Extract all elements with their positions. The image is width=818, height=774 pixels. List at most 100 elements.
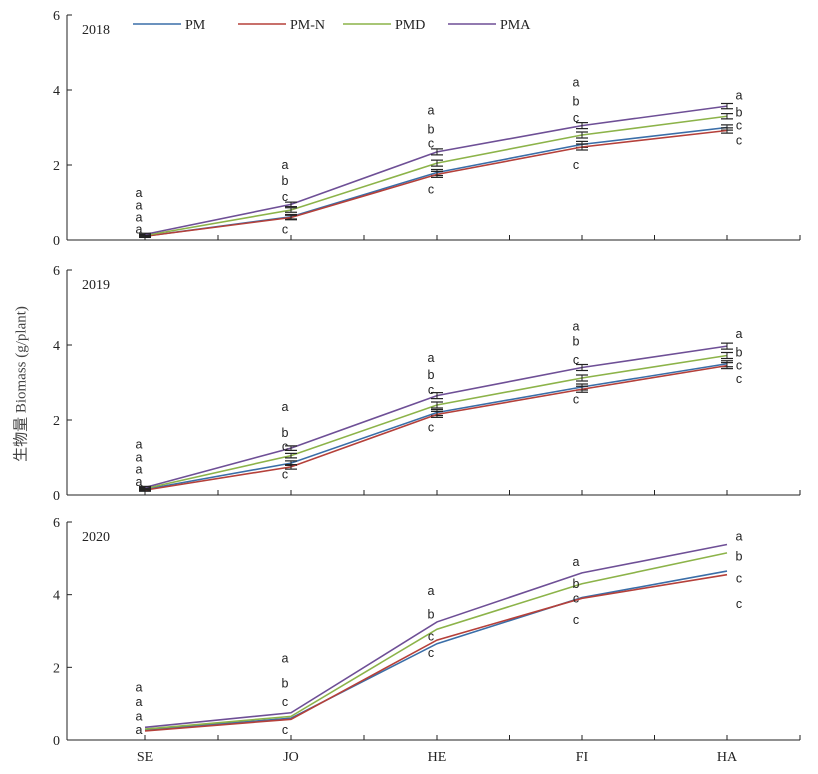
legend-item-pma: PMA [448, 18, 531, 33]
significance-letter: b [282, 677, 289, 691]
significance-letter: c [428, 383, 434, 397]
significance-letter: a [428, 351, 435, 365]
significance-letter: a [136, 211, 143, 225]
significance-letter: a [282, 158, 289, 172]
significance-letter: c [282, 190, 288, 204]
significance-letter: a [136, 451, 143, 465]
significance-letter: a [136, 709, 143, 723]
significance-letter: c [573, 158, 579, 172]
legend-label: PMA [500, 18, 531, 33]
series-line-pmd [144, 354, 728, 490]
legend-label: PMD [395, 18, 425, 33]
significance-letter: c [573, 591, 579, 605]
significance-letter: a [428, 104, 435, 118]
significance-letter: c [736, 571, 742, 585]
significance-letter: a [428, 584, 435, 598]
significance-letter: a [136, 723, 143, 737]
legend-label: PM-N [290, 18, 325, 33]
y-tick-label: 6 [53, 264, 60, 279]
x-tick-label: SE [137, 750, 153, 765]
series-line-pm [144, 570, 728, 731]
significance-letter: a [136, 680, 143, 694]
panel-label: 2020 [82, 530, 110, 545]
series-line-pm-n [144, 364, 728, 491]
significance-letter: c [736, 119, 742, 133]
significance-letter: c [282, 723, 288, 737]
y-tick-label: 2 [53, 661, 60, 676]
y-tick-label: 0 [53, 489, 60, 504]
significance-letter: c [428, 182, 434, 196]
significance-letter: b [736, 550, 743, 564]
significance-letter: a [136, 463, 143, 477]
significance-letter: b [736, 106, 743, 120]
significance-letter: a [136, 186, 143, 200]
significance-letter: a [136, 199, 143, 213]
significance-letter: c [573, 613, 579, 627]
x-tick-label: HA [717, 750, 738, 765]
y-tick-label: 4 [53, 84, 60, 99]
series-line-pm-n [144, 573, 728, 732]
panel-label: 2019 [82, 278, 110, 293]
significance-letter: a [736, 530, 743, 544]
significance-letter: b [282, 426, 289, 440]
significance-letter: c [428, 421, 434, 435]
significance-letter: c [736, 597, 742, 611]
x-tick-label: HE [428, 750, 447, 765]
significance-letter: c [428, 136, 434, 150]
significance-letter: c [736, 359, 742, 373]
y-tick-label: 0 [53, 734, 60, 749]
significance-letter: c [282, 223, 288, 237]
y-tick-label: 2 [53, 414, 60, 429]
y-tick-label: 4 [53, 589, 60, 604]
y-tick-label: 6 [53, 516, 60, 531]
significance-letter: a [573, 555, 580, 569]
y-tick-label: 4 [53, 339, 60, 354]
legend-label: PM [185, 18, 206, 33]
significance-letter: c [573, 392, 579, 406]
significance-letter: c [573, 353, 579, 367]
x-tick-label: FI [576, 750, 589, 765]
significance-letter: a [136, 437, 143, 451]
significance-letter: c [282, 439, 288, 453]
significance-letter: c [736, 372, 742, 386]
series-line-pmd [144, 552, 728, 730]
significance-letter: c [736, 134, 742, 148]
y-tick-label: 2 [53, 159, 60, 174]
y-tick-label: 0 [53, 234, 60, 249]
significance-letter: a [736, 327, 743, 341]
y-tick-label: 6 [53, 9, 60, 24]
panel-label: 2018 [82, 23, 110, 38]
legend-item-pm-n: PM-N [238, 18, 325, 33]
significance-letter: b [428, 608, 435, 622]
significance-letter: c [282, 695, 288, 709]
significance-letter: b [736, 346, 743, 360]
significance-letter: b [428, 368, 435, 382]
significance-letter: c [573, 111, 579, 125]
significance-letter: b [428, 122, 435, 136]
significance-letter: a [136, 475, 143, 489]
significance-letter: c [428, 646, 434, 660]
significance-letter: a [282, 400, 289, 414]
significance-letter: c [428, 629, 434, 643]
series-line-pma [144, 543, 728, 729]
significance-letter: a [136, 695, 143, 709]
significance-letter: a [282, 651, 289, 665]
significance-letter: b [282, 174, 289, 188]
x-tick-label: JO [283, 750, 299, 765]
significance-letter: a [573, 319, 580, 333]
significance-letter: b [573, 334, 580, 348]
significance-letter: b [573, 94, 580, 108]
significance-letter: a [136, 223, 143, 237]
legend-item-pm: PM [133, 18, 206, 33]
significance-letter: c [282, 467, 288, 481]
legend-item-pmd: PMD [343, 18, 425, 33]
significance-letter: b [573, 577, 580, 591]
significance-letter: a [573, 76, 580, 90]
series-line-pma [144, 105, 728, 236]
series-line-pm [144, 362, 728, 491]
significance-letter: a [736, 89, 743, 103]
